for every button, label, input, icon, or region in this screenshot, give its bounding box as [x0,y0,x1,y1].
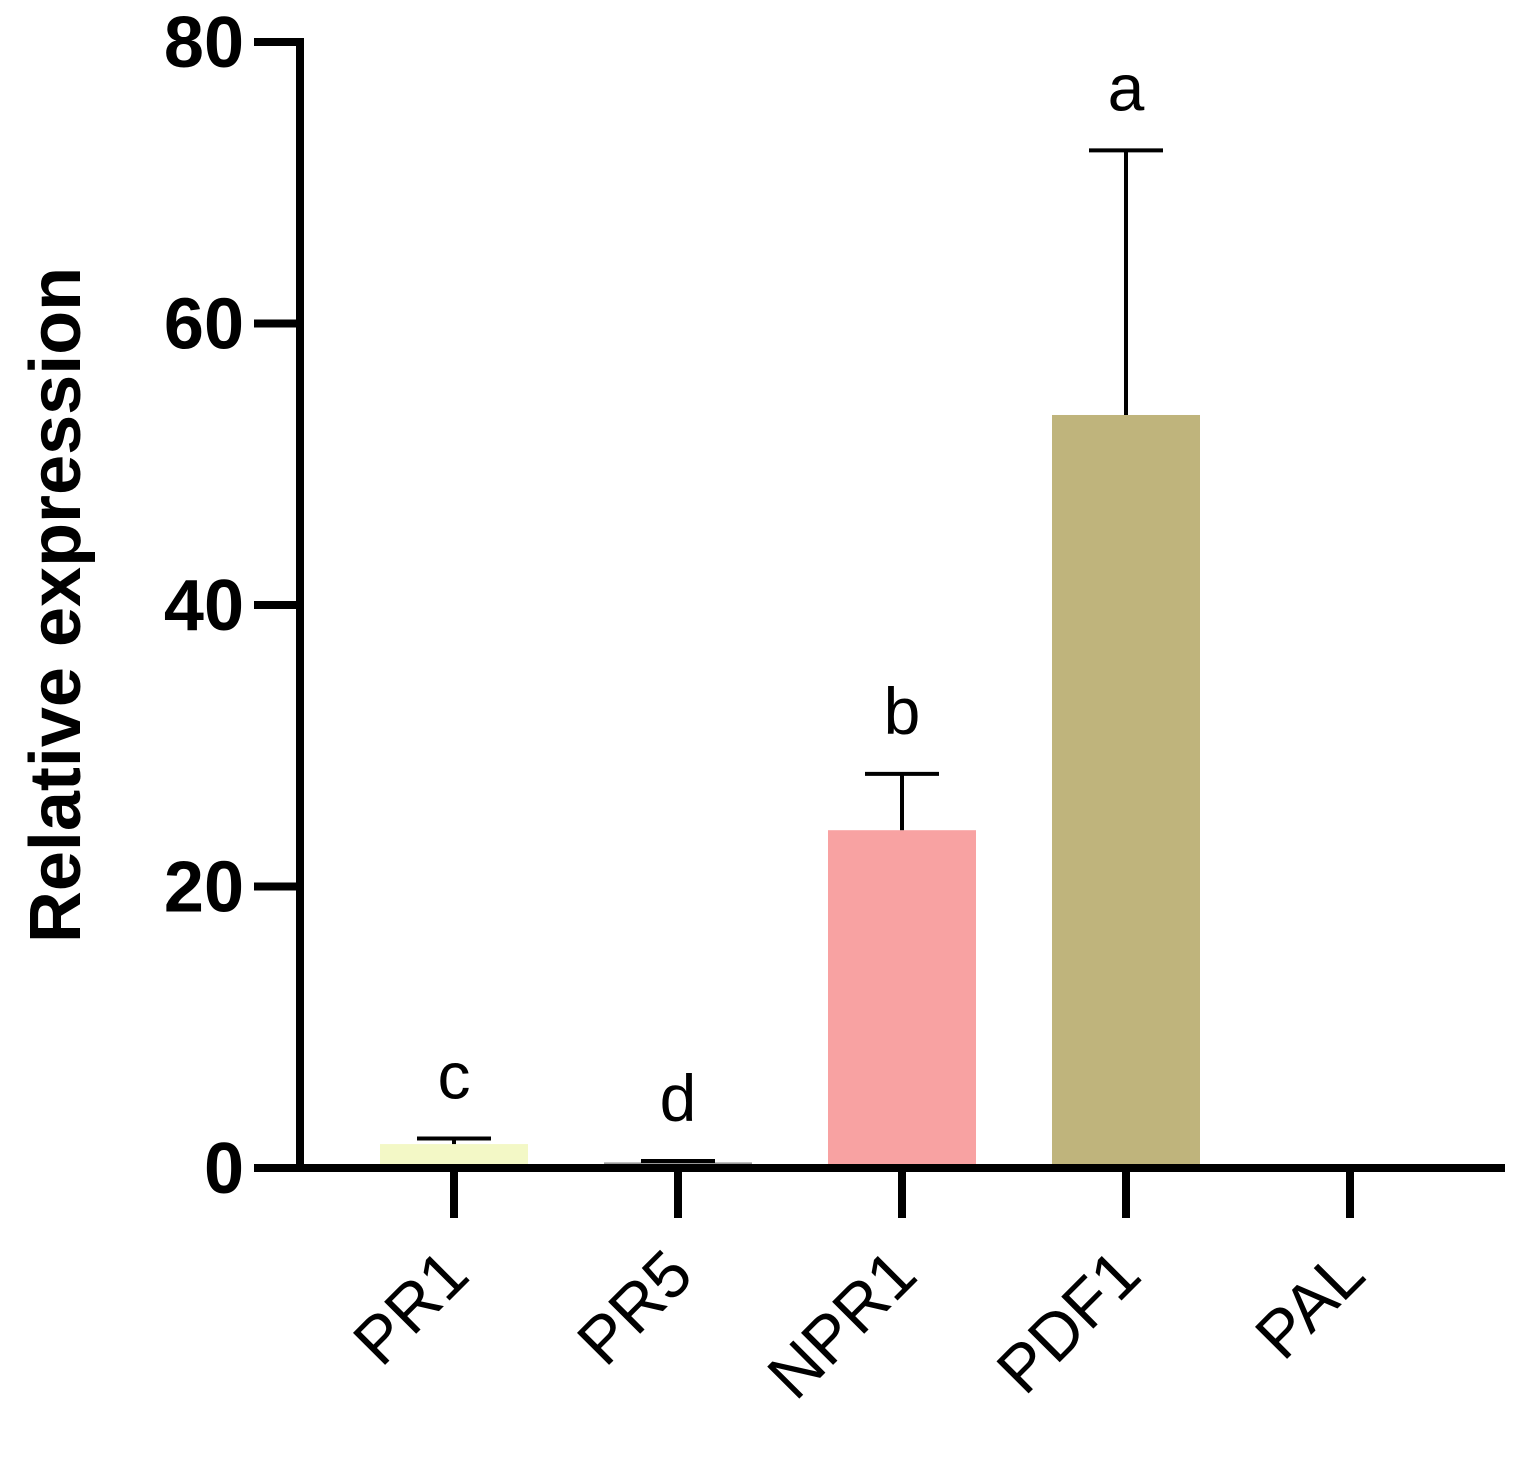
y-axis-title: Relative expression [16,267,96,943]
y-tick-label: 20 [164,848,244,928]
y-tick-label: 0 [204,1129,244,1209]
y-tick-label: 40 [164,566,244,646]
x-tick-label: PR1 [339,1236,482,1379]
x-tick-label: NPR1 [753,1236,930,1413]
significance-labels: c d b a [438,50,1145,1135]
x-tick-label: PR5 [563,1236,706,1379]
significance-label: b [884,674,921,748]
x-tick-label: PDF1 [982,1236,1154,1408]
bar [1052,414,1200,1168]
x-tick-label: PAL [1241,1236,1378,1373]
error-bars [417,148,1163,1163]
bars [380,414,1424,1168]
y-tick-label: 60 [164,285,244,365]
y-axis: 0 20 40 60 80 [164,3,304,1209]
x-axis: PR1 PR5 NPR1 PDF1 PAL [254,1164,1505,1413]
significance-label: d [660,1061,697,1135]
bar [380,1144,528,1168]
bar [828,830,976,1168]
significance-label: c [438,1038,471,1112]
y-tick-label: 80 [164,3,244,83]
significance-label: a [1108,50,1145,124]
